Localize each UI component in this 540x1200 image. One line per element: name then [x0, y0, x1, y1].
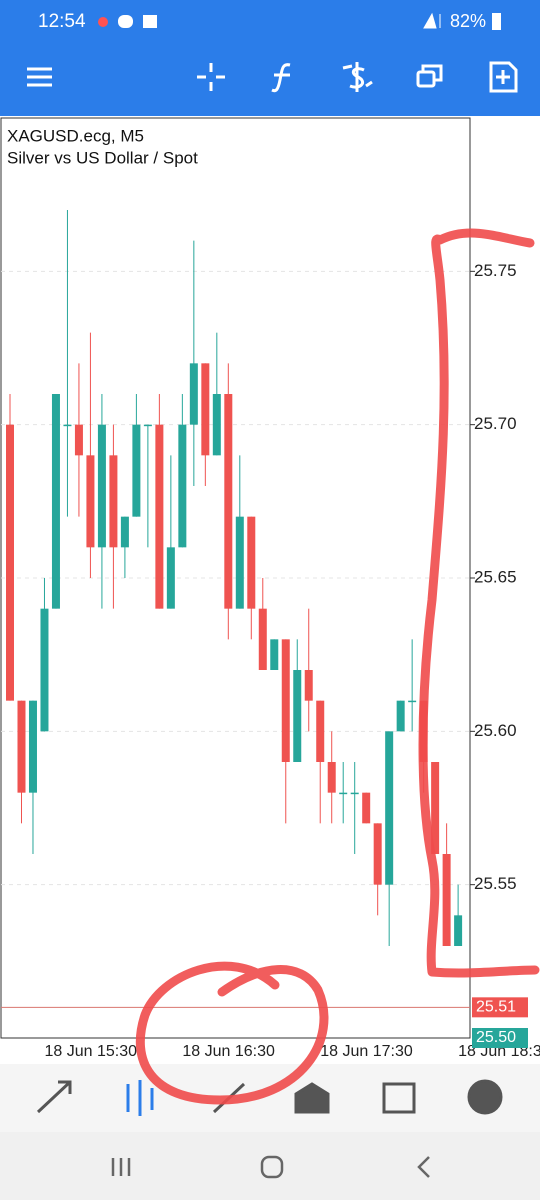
ask-label: 25.50 [476, 1029, 516, 1046]
x-tick-label: 18 Jun 17:30 [320, 1043, 413, 1060]
indicators-button[interactable] [271, 63, 291, 93]
y-tick-label: 25.70 [474, 414, 517, 433]
candle-body [74, 424, 83, 456]
candle-body [258, 608, 267, 670]
candle-body [454, 915, 463, 946]
candle-body [224, 394, 233, 609]
candle-body [155, 424, 164, 609]
plot: 25.55 25.60 25.65 25.70 25.75 18 Jun 15:30 18 … [1, 210, 540, 1060]
bid-box [472, 997, 528, 1018]
candle-body [270, 639, 279, 670]
crosshair-button[interactable] [197, 63, 225, 91]
trade-button[interactable] [342, 62, 373, 92]
candle-body [178, 424, 187, 548]
status-icon [98, 17, 108, 27]
hand-drawn-circle [135, 961, 329, 1105]
candle-body [385, 731, 394, 885]
candle-body [40, 608, 49, 732]
status-icon [143, 15, 157, 28]
y-tick-label: 25.60 [474, 721, 517, 740]
windows-button-back [421, 64, 443, 82]
y-tick-label: 25.75 [474, 261, 517, 280]
candle-body [17, 700, 26, 793]
candle-body [293, 670, 302, 762]
candle-body [442, 854, 451, 946]
status-signal [423, 12, 441, 29]
candle-body [51, 394, 60, 609]
candle-body [281, 639, 290, 762]
candle-body [28, 700, 37, 793]
x-tick-label: 18 Jun 16:30 [182, 1043, 275, 1060]
candle-body [247, 516, 256, 609]
candle-body [143, 424, 152, 427]
chart-subtitle: Silver vs US Dollar / Spot [7, 148, 198, 167]
history-tab[interactable] [294, 1082, 330, 1114]
candle-body [166, 547, 175, 609]
candle-body [201, 363, 210, 456]
chat-tab[interactable] [467, 1079, 503, 1115]
candle-body [362, 792, 371, 824]
back-button[interactable] [417, 1156, 430, 1178]
candle-body [304, 670, 313, 701]
bid-label: 25.51 [476, 999, 516, 1016]
news-tab[interactable] [382, 1082, 416, 1114]
chart-tab[interactable] [126, 1080, 154, 1116]
candle-body [339, 792, 348, 795]
y-tick-label: 25.65 [474, 567, 517, 586]
app-header [0, 0, 540, 116]
candle-body [212, 394, 221, 456]
candle-body [316, 700, 325, 762]
new-order-button[interactable] [489, 61, 518, 93]
x-tick-label: 18 Jun 15:30 [44, 1043, 137, 1060]
status-battery: 82% [450, 11, 486, 31]
candle-body [97, 424, 106, 548]
candle-body [373, 823, 382, 885]
chart-title: XAGUSD.ecg, M5 [7, 126, 144, 145]
battery-icon [492, 13, 501, 30]
bottom-toolbar [0, 1064, 540, 1132]
hand-drawn-annotation [418, 228, 540, 978]
candle-body [350, 792, 359, 795]
home-button[interactable] [260, 1155, 284, 1179]
nav-bar [0, 1132, 540, 1200]
candle-body [327, 762, 336, 793]
candle-body [63, 424, 72, 427]
candle-body [189, 363, 198, 425]
candle-body [132, 424, 141, 517]
candle-body [6, 424, 14, 701]
status-icon [118, 15, 133, 28]
recent-apps-button[interactable] [111, 1158, 131, 1176]
ask-box [472, 1028, 528, 1048]
candle-body [408, 700, 417, 703]
candle-body [431, 762, 440, 854]
candle-body [396, 700, 405, 732]
status-time: 12:54 [38, 11, 86, 32]
candle-body [120, 516, 129, 548]
y-tick-label: 25.55 [474, 874, 517, 893]
menu-button[interactable] [27, 67, 52, 87]
candle-body [235, 516, 244, 609]
candle-body [86, 455, 95, 548]
quotes-tab[interactable] [36, 1080, 72, 1114]
candle-body [109, 455, 118, 548]
